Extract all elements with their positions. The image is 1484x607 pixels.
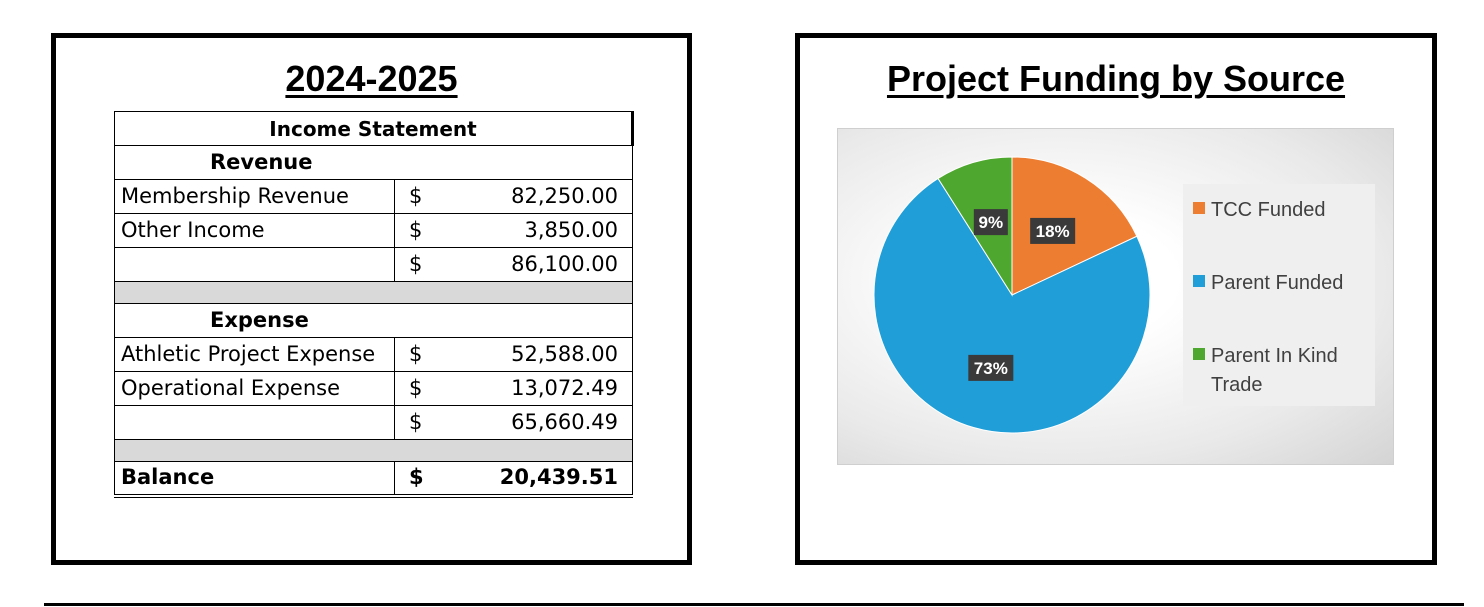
table-row: Operational Expense $ 13,072.49 — [114, 371, 633, 406]
legend-label: TCC Funded — [1211, 199, 1326, 221]
expense-section-label: Expense — [114, 303, 633, 338]
row-label-empty — [114, 405, 395, 440]
data-label-box — [1030, 217, 1076, 244]
pie-chart: 18% 73% 9% — [873, 156, 1151, 434]
legend-label: Parent In Kind Trade — [1211, 345, 1338, 396]
legend-entry: TCC Funded — [1193, 196, 1375, 225]
pie-data-label: 18% — [1030, 217, 1076, 244]
balance-label: Balance — [114, 461, 395, 498]
income-statement-table: Income Statement Revenue Membership Reve… — [114, 111, 634, 498]
income-statement-header: Income Statement — [114, 111, 634, 146]
table-row: Athletic Project Expense $ 52,588.00 — [114, 337, 633, 372]
data-label-text: 73% — [974, 359, 1008, 378]
pie-slice — [873, 177, 1151, 434]
legend-swatch — [1193, 275, 1205, 287]
pie-data-label: 73% — [968, 354, 1014, 381]
row-label: Operational Expense — [114, 371, 395, 406]
expense-total-amount: 65,660.49 — [434, 405, 633, 440]
table-row: Membership Revenue $ 82,250.00 — [114, 179, 633, 214]
row-currency: $ — [394, 247, 435, 282]
row-amount: 3,850.00 — [434, 213, 633, 248]
revenue-total-row: $ 86,100.00 — [114, 247, 633, 282]
spacer-cell — [114, 439, 633, 462]
row-currency: $ — [394, 371, 435, 406]
data-label-box — [968, 354, 1014, 381]
balance-row: Balance $ 20,439.51 — [114, 461, 633, 498]
balance-amount: 20,439.51 — [434, 461, 633, 498]
income-statement-panel: 2024-2025 Income Statement Revenue Membe… — [51, 33, 692, 565]
row-label-empty — [114, 247, 395, 282]
table-row: Other Income $ 3,850.00 — [114, 213, 633, 248]
revenue-section-label: Revenue — [114, 145, 633, 180]
row-label: Membership Revenue — [114, 179, 395, 214]
expense-total-row: $ 65,660.49 — [114, 405, 633, 440]
legend-entry: Parent In Kind Trade — [1193, 342, 1375, 400]
data-label-text: 18% — [1036, 222, 1070, 241]
chart-title: Project Funding by Source — [886, 58, 1346, 99]
legend-label: Parent Funded — [1211, 272, 1344, 294]
row-amount: 82,250.00 — [434, 179, 633, 214]
revenue-section-row: Revenue — [114, 145, 633, 180]
row-label: Other Income — [114, 213, 395, 248]
data-label-text: 9% — [979, 213, 1004, 232]
pie-chart-area: 18% 73% 9% TCC Funded Parent Funded Parent I… — [837, 128, 1394, 465]
legend-entry: Parent Funded — [1193, 269, 1375, 298]
row-currency: $ — [394, 213, 435, 248]
row-currency: $ — [394, 337, 435, 372]
expense-section-row: Expense — [114, 303, 633, 338]
row-currency: $ — [394, 405, 435, 440]
pie-data-label: 9% — [973, 209, 1008, 236]
row-currency: $ — [394, 179, 435, 214]
balance-currency: $ — [394, 461, 435, 498]
row-amount: 52,588.00 — [434, 337, 633, 372]
spacer-cell — [114, 281, 633, 304]
spacer-row — [114, 281, 633, 304]
legend-swatch — [1193, 348, 1205, 360]
bottom-divider — [44, 603, 1464, 606]
fiscal-year-title: 2024-2025 — [285, 58, 458, 99]
row-label: Athletic Project Expense — [114, 337, 395, 372]
revenue-total-amount: 86,100.00 — [434, 247, 633, 282]
table-header-row: Income Statement — [114, 111, 634, 146]
chart-legend: TCC Funded Parent Funded Parent In Kind Tr… — [1183, 184, 1375, 406]
spacer-row — [114, 439, 633, 462]
row-amount: 13,072.49 — [434, 371, 633, 406]
legend-swatch — [1193, 202, 1205, 214]
funding-chart-panel: Project Funding by Source 18% 73% 9% TCC F… — [795, 33, 1437, 565]
data-label-box — [973, 209, 1008, 236]
